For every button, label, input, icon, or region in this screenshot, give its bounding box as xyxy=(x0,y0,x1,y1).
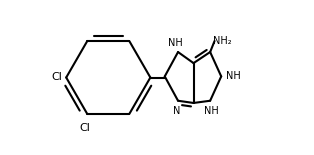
Text: NH: NH xyxy=(204,106,219,116)
Text: Cl: Cl xyxy=(79,123,90,133)
Text: Cl: Cl xyxy=(51,73,62,82)
Text: NH₂: NH₂ xyxy=(214,36,232,46)
Text: N: N xyxy=(173,106,181,116)
Text: NH: NH xyxy=(226,71,241,81)
Text: NH: NH xyxy=(168,38,183,48)
